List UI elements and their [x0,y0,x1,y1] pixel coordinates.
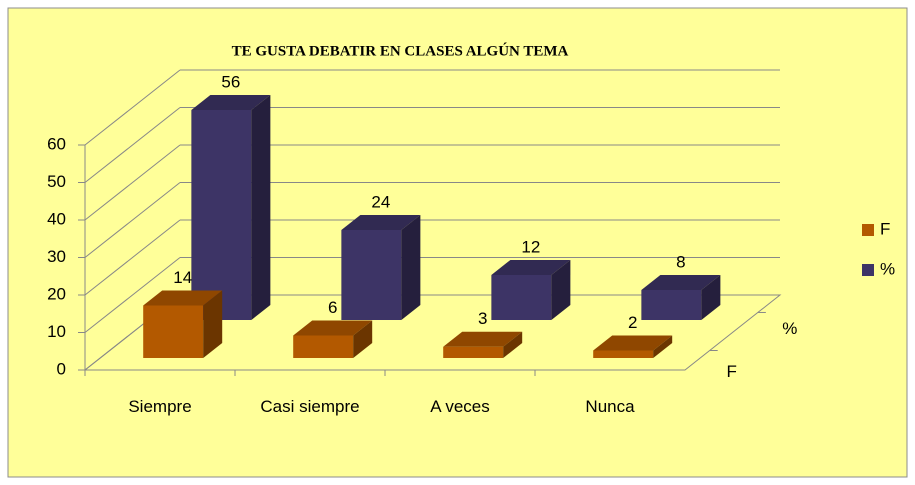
y-tick-label: 0 [57,359,66,378]
bar [491,259,571,320]
bar [293,320,373,358]
bar [341,214,421,320]
value-label: 24 [371,192,390,211]
grid-line [84,257,181,333]
bar-side [701,274,721,320]
bar-front [143,305,204,358]
bar-top [143,290,223,306]
value-label: 8 [676,252,685,271]
y-tick-label: 30 [47,247,66,266]
value-label: 3 [478,309,487,328]
bar-side [251,94,271,320]
bar-top [443,331,523,347]
x-tick-label: Siempre [128,397,192,416]
bar-top [593,335,673,351]
bar-side [353,320,373,358]
background [7,7,908,478]
x-tick-label: Nunca [585,397,635,416]
bar-side [401,214,421,320]
x-tick-label: A veces [430,397,490,416]
x-tick-label: Casi siempre [260,397,360,416]
depth-label: F [727,362,737,381]
y-tick-label: 60 [47,134,66,153]
bar-front [443,346,504,358]
value-label: 14 [173,268,192,287]
bar-side [653,335,673,358]
legend-label: F [880,219,890,238]
bar-top [641,274,721,290]
y-tick-label: 20 [47,284,66,303]
bar [143,290,223,358]
grid-line [84,219,181,296]
bar-side [503,331,523,358]
legend-swatch [862,224,874,236]
chart-title: TE GUSTA DEBATIR EN CLASES ALGÚN TEMA [232,42,569,59]
bar-side [551,259,571,320]
bar [593,335,673,358]
bar [191,94,271,320]
bar-top [341,214,421,230]
bar-side [203,290,223,358]
bar [641,274,721,320]
value-label: 12 [521,237,540,256]
y-tick-label: 10 [47,322,66,341]
y-tick-label: 50 [47,172,66,191]
value-label: 2 [628,313,637,332]
bar-front [341,229,402,320]
bar-front [641,289,702,320]
bar-front [191,109,252,320]
bar-front [593,350,654,358]
value-label: 56 [221,72,240,91]
bar-top [293,320,373,336]
bar-front [491,274,552,320]
grid-line [84,144,181,221]
grid-line [84,182,181,258]
bar-front [293,335,354,358]
legend-swatch [862,264,874,276]
value-label: 6 [328,298,337,317]
y-tick-label: 40 [47,209,66,228]
bar-top [191,94,271,110]
bar [443,331,523,358]
grid-line [84,69,181,146]
legend-label: % [880,259,895,278]
grid-line [84,107,181,183]
bar-top [491,259,571,275]
depth-label: % [782,319,797,338]
